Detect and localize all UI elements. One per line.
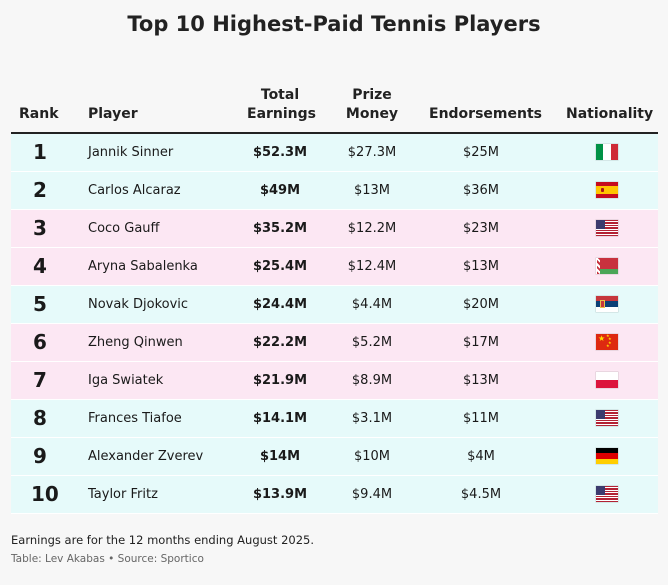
rank-cell: 1: [33, 140, 47, 164]
total-earnings-cell: $24.4M: [252, 297, 308, 312]
prize-money-cell: $27.3M: [347, 145, 397, 160]
earnings-table: Rank Player Total Earnings Prize Money E…: [11, 80, 658, 514]
header-endorsements: Endorsements: [429, 106, 542, 122]
poland-flag: [596, 372, 618, 388]
table-row: 10 Taylor Fritz $13.9M $9.4M $4.5M: [11, 476, 658, 514]
usa-flag: [596, 220, 618, 236]
source-credit: Table: Lev Akabas • Source: Sportico: [11, 553, 204, 565]
total-earnings-cell: $22.2M: [252, 335, 308, 350]
endorsements-cell: $13M: [462, 259, 500, 274]
nationality-cell: [596, 400, 618, 437]
player-cell: Iga Swiatek: [88, 373, 164, 388]
belarus-flag: [596, 258, 618, 274]
table-body: 1 Jannik Sinner $52.3M $27.3M $25M 2 Carlos Al…: [11, 134, 658, 514]
rank-cell: 5: [33, 292, 47, 316]
nationality-cell: [596, 248, 618, 285]
rank-cell: 6: [33, 330, 47, 354]
header-total-line1: Total: [260, 87, 300, 103]
endorsements-cell: $4.5M: [460, 487, 502, 502]
china-flag: ★ ★ ★ ★ ★: [596, 334, 618, 350]
rank-cell: 10: [31, 482, 59, 506]
spain-flag: [596, 182, 618, 198]
prize-money-cell: $10M: [353, 449, 391, 464]
rank-cell: 2: [33, 178, 47, 202]
table-row: 6 Zheng Qinwen $22.2M $5.2M $17M ★ ★ ★ ★ ★: [11, 324, 658, 362]
nationality-cell: [596, 438, 618, 475]
total-earnings-cell: $52.3M: [252, 145, 308, 160]
header-total-earnings: Total Earnings: [247, 86, 317, 124]
table-row: 1 Jannik Sinner $52.3M $27.3M $25M: [11, 134, 658, 172]
italy-flag: [596, 144, 618, 160]
prize-money-cell: $12.4M: [347, 259, 397, 274]
rank-cell: 8: [33, 406, 47, 430]
rank-cell: 3: [33, 216, 47, 240]
player-cell: Carlos Alcaraz: [88, 183, 181, 198]
player-cell: Zheng Qinwen: [88, 335, 183, 350]
prize-money-cell: $3.1M: [351, 411, 393, 426]
total-earnings-cell: $21.9M: [252, 373, 308, 388]
rank-cell: 9: [33, 444, 47, 468]
table-row: 3 Coco Gauff $35.2M $12.2M $23M: [11, 210, 658, 248]
chart-title: Top 10 Highest-Paid Tennis Players: [127, 12, 541, 36]
nationality-cell: [596, 134, 618, 171]
endorsements-cell: $25M: [462, 145, 500, 160]
header-rank: Rank: [19, 106, 59, 122]
footnote: Earnings are for the 12 months ending Au…: [11, 533, 314, 547]
nationality-cell: [596, 362, 618, 399]
table-row: 4 Aryna Sabalenka $25.4M $12.4M $13M: [11, 248, 658, 286]
nationality-cell: [596, 210, 618, 247]
player-cell: Jannik Sinner: [88, 145, 174, 160]
table-row: 5 Novak Djokovic $24.4M $4.4M $20M: [11, 286, 658, 324]
player-cell: Alexander Zverev: [88, 449, 204, 464]
total-earnings-cell: $49M: [259, 183, 301, 198]
prize-money-cell: $12.2M: [347, 221, 397, 236]
endorsements-cell: $23M: [462, 221, 500, 236]
total-earnings-cell: $14M: [259, 449, 301, 464]
prize-money-cell: $13M: [353, 183, 391, 198]
usa-flag: [596, 486, 618, 502]
total-earnings-cell: $13.9M: [252, 487, 308, 502]
nationality-cell: [596, 476, 618, 513]
player-cell: Coco Gauff: [88, 221, 160, 236]
player-cell: Taylor Fritz: [88, 487, 158, 502]
rank-cell: 4: [33, 254, 47, 278]
nationality-cell: ★ ★ ★ ★ ★: [596, 324, 618, 361]
header-total-line2: Earnings: [247, 106, 317, 122]
endorsements-cell: $36M: [462, 183, 500, 198]
table-header: Rank Player Total Earnings Prize Money E…: [11, 80, 658, 134]
header-player: Player: [88, 106, 138, 122]
germany-flag: [596, 448, 618, 464]
endorsements-cell: $20M: [462, 297, 500, 312]
endorsements-cell: $11M: [462, 411, 500, 426]
header-nationality: Nationality: [566, 106, 654, 122]
player-cell: Frances Tiafoe: [88, 411, 182, 426]
nationality-cell: [596, 286, 618, 323]
serbia-flag: [596, 296, 618, 312]
total-earnings-cell: $14.1M: [252, 411, 308, 426]
nationality-cell: [596, 172, 618, 209]
total-earnings-cell: $25.4M: [252, 259, 308, 274]
endorsements-cell: $17M: [462, 335, 500, 350]
table-row: 8 Frances Tiafoe $14.1M $3.1M $11M: [11, 400, 658, 438]
player-cell: Aryna Sabalenka: [88, 259, 198, 274]
prize-money-cell: $5.2M: [351, 335, 393, 350]
player-cell: Novak Djokovic: [88, 297, 189, 312]
prize-money-cell: $4.4M: [351, 297, 393, 312]
rank-cell: 7: [33, 368, 47, 392]
prize-money-cell: $9.4M: [351, 487, 393, 502]
header-prize-money: Prize Money: [341, 86, 403, 124]
prize-money-cell: $8.9M: [351, 373, 393, 388]
table-row: 7 Iga Swiatek $21.9M $8.9M $13M: [11, 362, 658, 400]
usa-flag: [596, 410, 618, 426]
endorsements-cell: $13M: [462, 373, 500, 388]
endorsements-cell: $4M: [467, 449, 495, 464]
header-prize-line1: Prize: [352, 87, 392, 103]
header-prize-line2: Money: [345, 106, 399, 122]
table-row: 9 Alexander Zverev $14M $10M $4M: [11, 438, 658, 476]
table-row: 2 Carlos Alcaraz $49M $13M $36M: [11, 172, 658, 210]
total-earnings-cell: $35.2M: [252, 221, 308, 236]
